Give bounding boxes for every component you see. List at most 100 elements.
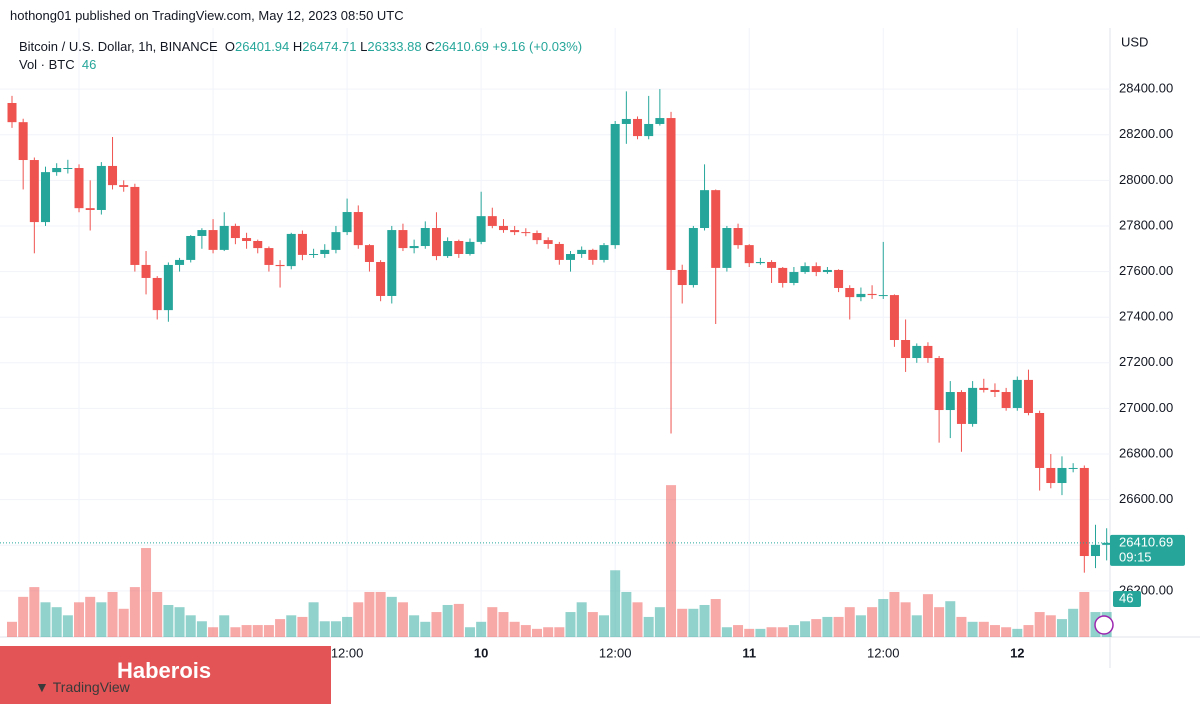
candle-body	[219, 225, 229, 250]
volume-bar	[967, 621, 978, 637]
ohlc-label: H	[292, 39, 303, 54]
candle-body	[566, 254, 575, 260]
candle-body	[1012, 379, 1022, 408]
candle-body	[1001, 392, 1011, 408]
candle-body	[1057, 467, 1067, 484]
candle-body	[588, 249, 598, 260]
volume-bar	[822, 616, 833, 637]
candle-body	[800, 266, 810, 273]
volume-bar	[688, 608, 699, 637]
candle-body	[956, 392, 966, 424]
watermark: Haberois	[117, 658, 212, 683]
candle-body	[822, 269, 832, 273]
volume-bar	[531, 628, 542, 637]
candle-body	[912, 345, 922, 359]
volume-bar	[721, 627, 732, 637]
y-tick-label: 28000.00	[1119, 172, 1173, 187]
candle-body	[1046, 467, 1056, 484]
candle-body	[130, 186, 140, 265]
volume-bar	[922, 594, 933, 637]
volume-bar	[587, 612, 598, 637]
volume-bar	[1056, 619, 1067, 637]
volume-bar	[855, 615, 866, 637]
volume-bar	[934, 607, 945, 637]
y-tick-label: 27800.00	[1119, 217, 1173, 232]
candle-body	[510, 230, 520, 233]
volume-bar	[62, 615, 73, 637]
volume-bar	[308, 602, 319, 637]
candle-body	[320, 249, 330, 255]
y-tick-label: 26600.00	[1119, 491, 1173, 506]
candle-body	[376, 261, 386, 296]
volume-bar	[576, 602, 587, 637]
volume-bar	[464, 627, 475, 637]
volume-bar	[766, 627, 777, 637]
volume-bar	[342, 616, 353, 637]
volume-bar	[476, 621, 487, 637]
y-tick-label: 27600.00	[1119, 263, 1173, 278]
volume-bar	[453, 603, 464, 637]
candle-body	[934, 358, 944, 411]
candle-body	[923, 345, 933, 359]
volume-bar	[710, 599, 721, 637]
open-value: 26401.94	[235, 39, 290, 54]
candle-body	[398, 230, 408, 249]
symbol: Bitcoin / U.S. Dollar, 1h, BINANCE	[19, 39, 218, 54]
volume-bar	[945, 601, 956, 637]
volume-bar	[196, 621, 207, 637]
publish-info: hothong01 published on TradingView.com, …	[10, 8, 404, 23]
candle-body	[230, 225, 240, 239]
volume-bar	[621, 591, 632, 637]
candle-body	[677, 269, 687, 286]
y-tick-label: 27400.00	[1119, 309, 1173, 324]
volume-bar	[1034, 612, 1045, 637]
candle-body	[700, 190, 710, 228]
candle-body	[186, 235, 196, 260]
volume-bar	[409, 615, 420, 637]
volume-bar	[755, 628, 766, 637]
candle-body	[778, 267, 788, 283]
candle-body	[487, 216, 497, 226]
candle-body	[767, 261, 777, 268]
candle-body	[431, 227, 441, 257]
candle-body	[465, 241, 475, 255]
volume-bar	[96, 602, 107, 637]
candle-body	[610, 123, 620, 246]
price-tag-value: 26410.69	[1119, 534, 1173, 549]
volume-bar	[889, 591, 900, 637]
candle-body	[1102, 542, 1112, 545]
candle-body	[968, 387, 978, 424]
volume-bar	[74, 602, 85, 637]
volume-bar	[286, 615, 297, 637]
volume-bar	[699, 604, 710, 637]
candle-body	[889, 295, 899, 341]
brand: TradingView	[52, 679, 130, 695]
currency-label: USD	[1121, 34, 1148, 49]
candle-body	[599, 245, 609, 260]
candle-body	[1068, 467, 1078, 469]
candle-body	[789, 272, 799, 283]
volume-bar	[867, 607, 878, 637]
candle-body	[309, 254, 319, 256]
brand-logo: ▼ TradingView	[35, 679, 130, 695]
volume-tag	[1113, 591, 1141, 608]
volume-bar	[163, 604, 174, 637]
volume-bar	[118, 608, 129, 637]
candle-body	[119, 185, 129, 187]
y-tick-label: 27000.00	[1119, 400, 1173, 415]
volume-bar	[252, 625, 263, 637]
candle-body	[41, 172, 51, 223]
candle-body	[633, 118, 643, 137]
ohlc-label: C	[425, 39, 435, 54]
candle-body	[901, 340, 911, 359]
volume-bar	[152, 591, 163, 637]
candle-body	[242, 238, 252, 242]
x-tick-label: 12:00	[599, 645, 632, 660]
volume-bar	[800, 621, 811, 637]
candle-body	[878, 295, 888, 297]
candle-body	[990, 389, 1000, 393]
candle-body	[834, 269, 844, 288]
candle-body	[733, 227, 743, 246]
